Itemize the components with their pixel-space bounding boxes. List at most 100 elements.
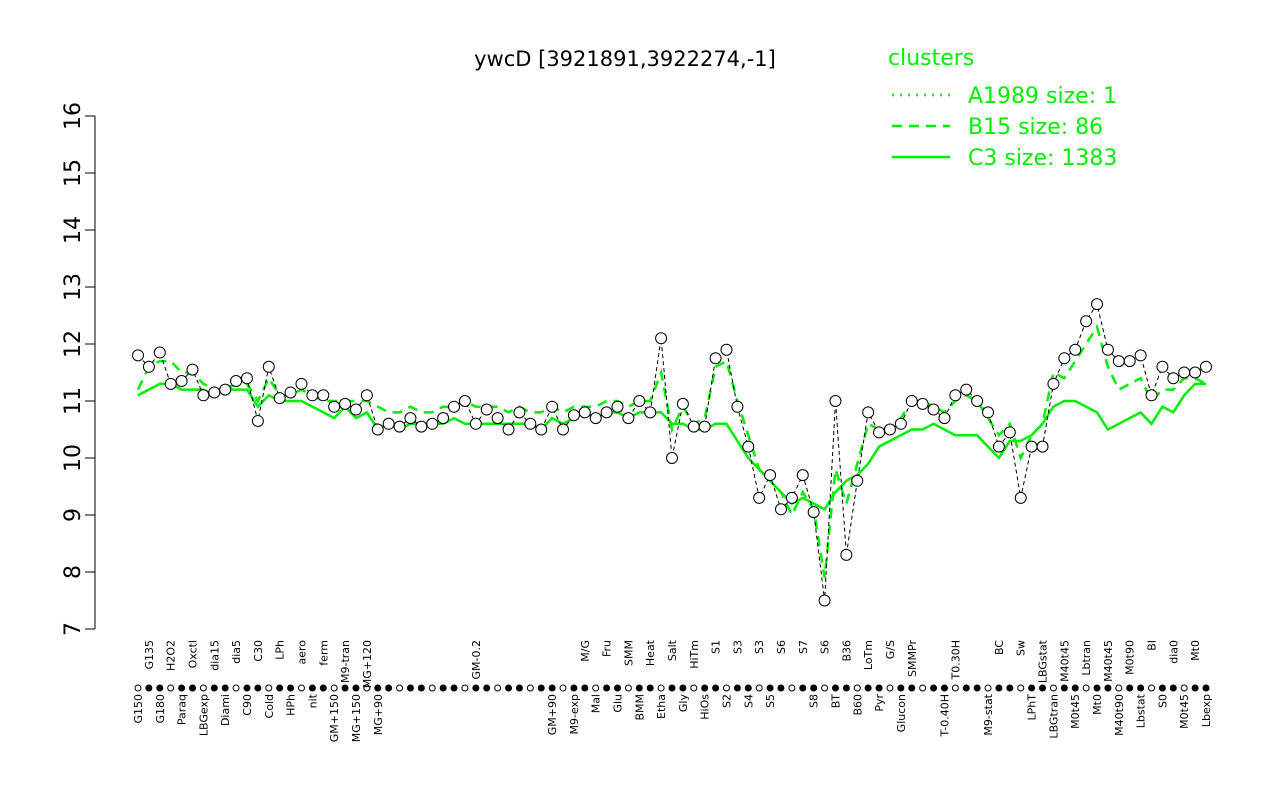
rug-marker	[1137, 684, 1145, 692]
data-point	[535, 423, 548, 436]
rug-marker	[679, 684, 687, 692]
data-point	[1014, 491, 1027, 504]
rug-marker	[526, 684, 534, 692]
data-point	[1167, 372, 1180, 385]
data-point	[404, 412, 417, 425]
rug-marker	[428, 684, 436, 692]
data-point	[546, 400, 559, 413]
rug-marker	[308, 684, 316, 692]
x-tick-label: BI	[1146, 640, 1159, 651]
x-tick-label: Glu	[612, 694, 625, 713]
legend-label: B15 size: 86	[968, 115, 1103, 140]
rug-marker	[1049, 684, 1057, 692]
x-tick-label: ferm	[317, 640, 330, 666]
rug-marker	[962, 684, 970, 692]
data-point	[600, 406, 613, 419]
data-point	[306, 389, 319, 402]
x-tick-label: Etha	[655, 694, 668, 719]
data-point	[894, 417, 907, 430]
x-tick-label: S3	[731, 640, 744, 654]
x-tick-label: H2O2	[165, 640, 178, 671]
data-point	[1069, 343, 1082, 356]
data-point	[469, 417, 482, 430]
rug-marker	[210, 684, 218, 692]
x-tick-label: Fru	[601, 640, 614, 657]
x-tick-label: S4	[742, 694, 755, 708]
x-tick-label: S8	[808, 694, 821, 708]
data-point	[829, 395, 842, 407]
rug-marker	[875, 684, 883, 692]
data-point	[883, 423, 896, 436]
y-tick-label: 10	[61, 444, 86, 472]
rug-marker	[842, 684, 850, 692]
rug-marker	[897, 684, 905, 692]
x-tick-label: S6	[819, 640, 832, 654]
data-point	[851, 474, 864, 487]
data-point	[1112, 355, 1125, 368]
rug-marker	[603, 684, 611, 692]
data-point	[1101, 343, 1114, 356]
x-tick-label: S0	[1156, 694, 1169, 708]
rug-marker	[940, 684, 948, 692]
rug-marker	[439, 684, 447, 692]
rug-marker	[1115, 684, 1123, 692]
rug-marker	[624, 684, 632, 692]
data-point	[1178, 366, 1191, 379]
x-tick-label: LBGtran	[1047, 694, 1060, 739]
data-point	[698, 420, 711, 433]
x-tick-label: HiTm	[688, 640, 701, 669]
x-tick-label: LoTm	[862, 640, 875, 670]
rug-marker	[450, 684, 458, 692]
rug-marker	[145, 684, 153, 692]
rug-marker	[1060, 684, 1068, 692]
x-tick-label: Sw	[1015, 640, 1028, 656]
data-point	[611, 400, 624, 413]
data-point	[982, 406, 995, 419]
rug-marker	[1180, 684, 1188, 692]
rug-marker	[864, 684, 872, 692]
x-tick-label: Paraq	[176, 694, 189, 725]
rug-marker	[472, 684, 480, 692]
data-point	[916, 397, 929, 410]
x-tick-label: M0t45	[1178, 694, 1191, 729]
x-tick-label: G/S	[884, 640, 897, 659]
rug-marker	[1006, 684, 1014, 692]
data-point	[676, 397, 689, 410]
x-tick-label: M0t90	[1124, 640, 1137, 675]
data-point	[164, 377, 177, 390]
data-point	[1091, 298, 1104, 311]
x-tick-label: M9-stat	[982, 693, 995, 735]
rug-marker	[1093, 684, 1101, 692]
data-point	[186, 363, 199, 376]
y-tick-label: 8	[61, 565, 86, 579]
data-point	[557, 423, 570, 436]
x-tick-label: MG+90	[372, 694, 385, 735]
data-point	[382, 417, 395, 430]
rug-marker	[461, 684, 469, 692]
data-point	[938, 412, 951, 425]
data-point	[971, 395, 984, 407]
x-tick-label: Mal	[590, 694, 603, 713]
rug-marker	[788, 684, 796, 692]
rug-marker	[1039, 684, 1047, 692]
x-tick-label: S3	[753, 640, 766, 654]
data-point	[731, 400, 744, 413]
data-point	[1189, 366, 1202, 379]
x-tick-label: C90	[241, 694, 254, 716]
rug-marker	[188, 684, 196, 692]
data-point	[589, 412, 602, 425]
x-tick-label: Mt0	[1189, 640, 1202, 661]
x-tick-label: S6	[775, 640, 788, 654]
y-tick-label: 14	[61, 216, 86, 244]
rug-marker	[951, 684, 959, 692]
rug-marker	[646, 684, 654, 692]
x-tick-label: Heat	[644, 639, 657, 666]
rug-marker	[483, 684, 491, 692]
data-point	[720, 343, 733, 356]
x-tick-label: Salt	[666, 639, 679, 661]
data-point	[426, 417, 439, 430]
x-tick-label: aero	[295, 640, 308, 665]
data-point	[393, 420, 406, 433]
rug-marker	[1017, 684, 1025, 692]
x-tick-label: HPh	[285, 694, 298, 716]
